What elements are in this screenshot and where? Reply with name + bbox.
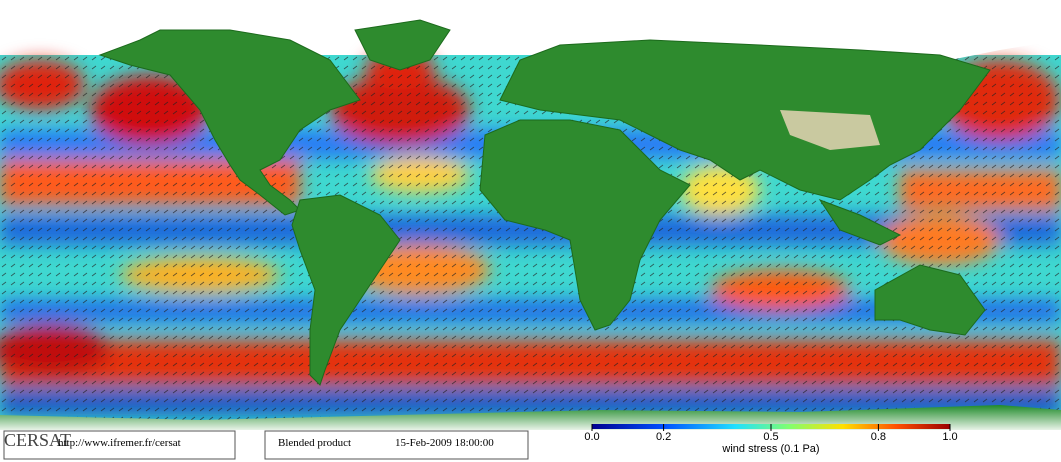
url: http://www.ifremer.fr/cersat (58, 437, 181, 449)
colorbar-tick-label: 1.0 (942, 431, 957, 443)
url-box (3, 430, 236, 460)
product: Blended product (278, 437, 351, 449)
colorbar-tick-label: 0.0 (584, 431, 599, 443)
colorbar-tick-label: 0.2 (656, 431, 671, 443)
colorbar-tick-label: 0.8 (871, 431, 886, 443)
colorbar-label: wind stress (0.1 Pa) (721, 443, 819, 455)
logo: CERSAT (4, 430, 71, 450)
colorbar-tick-label: 0.5 (763, 431, 778, 443)
date: 15-Feb-2009 18:00:00 (395, 437, 494, 449)
land (0, 19, 1061, 430)
info-box (264, 430, 529, 460)
